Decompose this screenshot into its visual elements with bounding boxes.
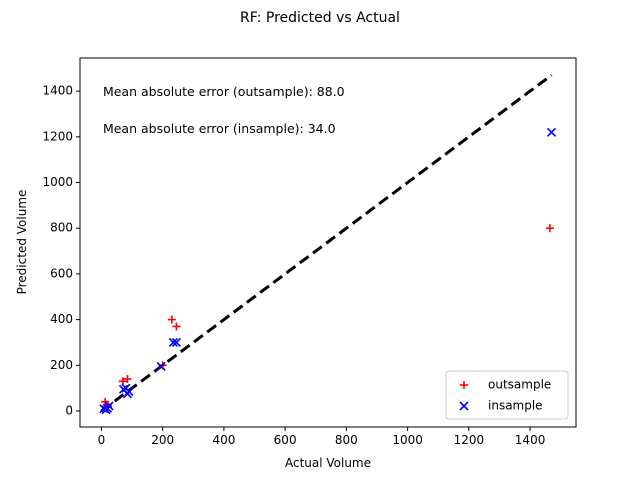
legend-marker-insample bbox=[459, 401, 469, 411]
annotation-layer: Mean absolute error (outsample): 88.0 Mea… bbox=[103, 84, 345, 136]
insample-point bbox=[171, 337, 182, 348]
x-tick-label: 0 bbox=[98, 433, 106, 447]
x-tick-label: 1000 bbox=[392, 433, 423, 447]
x-axis-label: Actual Volume bbox=[285, 456, 371, 470]
outsample-point bbox=[167, 315, 176, 324]
legend-label-insample: insample bbox=[488, 399, 543, 413]
x-tick-label: 600 bbox=[274, 433, 297, 447]
y-axis-label: Predicted Volume bbox=[15, 190, 29, 295]
axes-frame bbox=[79, 57, 577, 428]
y-tick-label: 600 bbox=[50, 266, 73, 280]
y-tick-label: 200 bbox=[50, 358, 73, 372]
y-tick-label: 1400 bbox=[42, 84, 73, 98]
y-tick-label: 0 bbox=[65, 404, 73, 418]
outsample-point bbox=[172, 322, 181, 331]
y-tick-label: 400 bbox=[50, 312, 73, 326]
x-tick-label: 800 bbox=[335, 433, 358, 447]
x-tick-label: 1400 bbox=[515, 433, 546, 447]
x-tick-label: 1200 bbox=[454, 433, 485, 447]
legend-marker-outsample bbox=[460, 381, 468, 389]
legend-box bbox=[445, 370, 569, 420]
x-tick-label: 400 bbox=[212, 433, 235, 447]
x-tick-label: 200 bbox=[151, 433, 174, 447]
outsample-point bbox=[545, 224, 554, 233]
insample-point bbox=[168, 337, 178, 348]
chart-title: RF: Predicted vs Actual bbox=[240, 10, 400, 26]
legend-label-outsample: outsample bbox=[488, 378, 551, 392]
series-insample bbox=[99, 127, 557, 415]
reference-line-layer bbox=[100, 73, 553, 413]
y-tick-label: 800 bbox=[50, 221, 73, 235]
legend: outsample insample bbox=[445, 370, 569, 420]
insample-point bbox=[124, 387, 134, 397]
y-tick-label: 1200 bbox=[42, 129, 73, 143]
reference-line bbox=[100, 73, 553, 413]
outsample-point bbox=[123, 375, 132, 384]
insample-point bbox=[104, 401, 114, 411]
insample-point bbox=[546, 127, 557, 137]
points-layer bbox=[99, 127, 557, 415]
y-tick-label: 1000 bbox=[42, 175, 73, 189]
annotation-text: Mean absolute error (insample): 34.0 bbox=[103, 121, 336, 136]
annotation-text: Mean absolute error (outsample): 88.0 bbox=[103, 84, 345, 99]
axes-layer: 0 200 400 600 800 1000 1200 1400 0 200 400 600 800 10… bbox=[42, 57, 577, 447]
insample-point bbox=[156, 361, 166, 372]
